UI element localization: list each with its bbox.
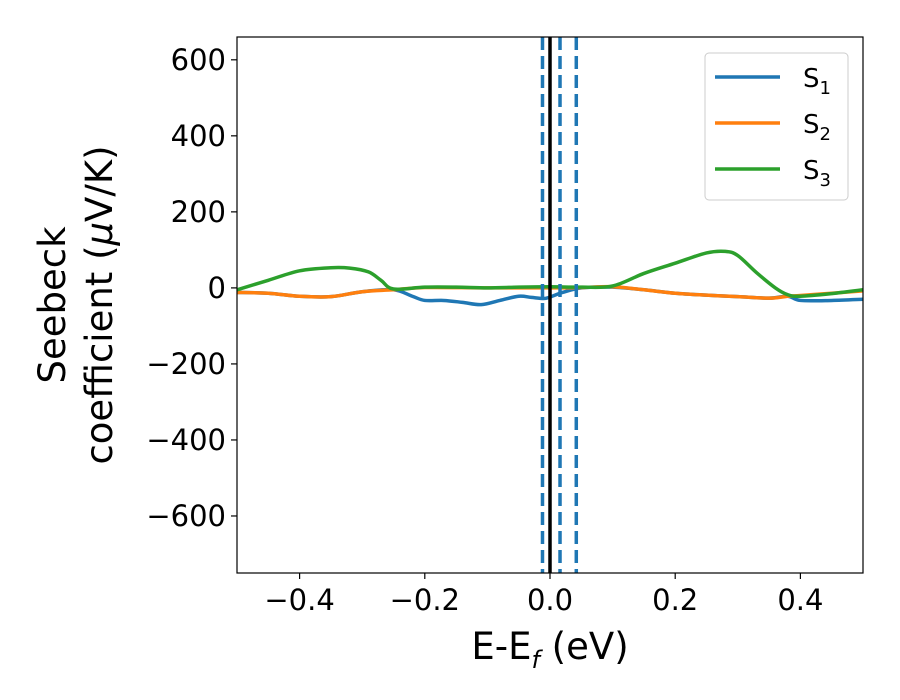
legend-label-main: S	[803, 156, 820, 186]
y-axis-label-mu: μ	[78, 222, 121, 247]
legend-label-s1: S1	[803, 64, 831, 99]
legend-label-s3: S3	[803, 156, 831, 191]
x-tick-label: −0.2	[390, 583, 460, 617]
x-axis-label-unit: (eV)	[540, 625, 629, 668]
legend-label-main: S	[803, 64, 820, 94]
y-tick-label: 200	[171, 195, 226, 229]
y-axis-label-main: coefficient (	[78, 245, 121, 464]
x-tick-label: 0.4	[777, 583, 823, 617]
legend-label-sub: 3	[820, 170, 831, 191]
reference-lines	[540, 37, 579, 573]
x-tick-label: 0.0	[527, 583, 573, 617]
y-tick-label: −400	[146, 423, 226, 457]
legend-label-sub: 1	[820, 78, 831, 99]
plot-lines	[237, 249, 863, 307]
legend-box	[704, 52, 849, 201]
x-axis-label: E-Ef (eV)	[471, 625, 628, 674]
y-axis-label-line2: coefficient (μV/K)	[78, 145, 121, 464]
y-tick-label: −600	[146, 499, 226, 533]
x-tick-label: 0.2	[652, 583, 698, 617]
y-axis-label-line1: Seebeck	[31, 226, 74, 384]
legend-label-s2: S2	[803, 110, 831, 145]
x-axis-label-main: E-E	[471, 625, 531, 668]
y-tick-label: 0	[208, 271, 226, 305]
y-tick-label: 600	[171, 43, 226, 77]
legend-label-sub: 2	[820, 124, 831, 145]
series-line-s3	[237, 249, 863, 299]
y-tick-label: 400	[171, 119, 226, 153]
y-axis-label-unit: V/K)	[78, 145, 121, 221]
axis-ticks: −0.4 −0.2 0.0 0.2 0.4 600 400 200 0 −200 −400 −600	[146, 43, 823, 617]
x-tick-label: −0.4	[264, 583, 334, 617]
legend-label-main: S	[803, 110, 820, 140]
y-tick-label: −200	[146, 347, 226, 381]
